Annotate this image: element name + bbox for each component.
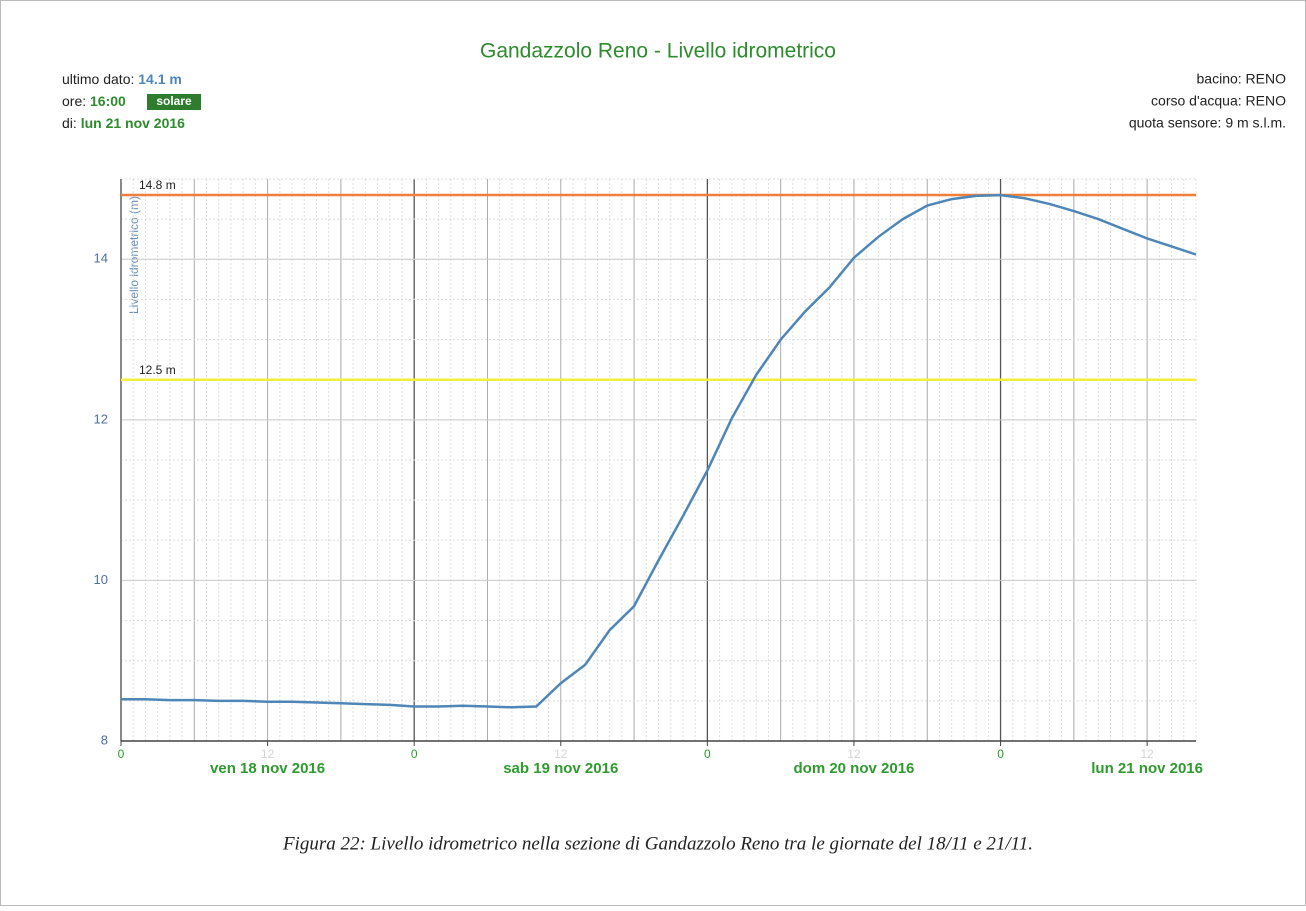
y-tick-label: 14 xyxy=(94,251,108,266)
threshold-label: 12.5 m xyxy=(139,363,176,377)
info-label: ore: xyxy=(62,93,90,109)
badge: solare xyxy=(156,94,192,108)
info-right: bacino: RENO xyxy=(1197,71,1287,87)
caption: Figura 22: Livello idrometrico nella sez… xyxy=(282,833,1033,854)
info-label: di: xyxy=(62,115,81,131)
x-tick-label: 12 xyxy=(261,747,275,761)
y-tick-label: 8 xyxy=(101,732,108,747)
info-right: quota sensore: 9 m s.l.m. xyxy=(1129,115,1286,131)
info-value: lun 21 nov 2016 xyxy=(81,115,185,131)
y-tick-label: 10 xyxy=(94,572,108,587)
info-right: corso d'acqua: RENO xyxy=(1151,93,1286,109)
x-tick-label: 0 xyxy=(411,747,418,761)
badge-bg xyxy=(147,94,201,110)
chart-title: Gandazzolo Reno - Livello idrometrico xyxy=(480,40,836,63)
x-tick-label: 0 xyxy=(997,747,1004,761)
info-value: 14.1 m xyxy=(138,71,182,87)
x-tick-label: 0 xyxy=(118,747,125,761)
info-text: ultimo dato: 14.1 m xyxy=(62,71,182,87)
y-axis-label: Livello idrometrico (m) xyxy=(127,196,141,314)
day-label: lun 21 nov 2016 xyxy=(1091,760,1203,777)
x-tick-label: 0 xyxy=(704,747,711,761)
threshold-label: 14.8 m xyxy=(139,178,176,192)
data-line xyxy=(121,193,1197,709)
x-tick-label: 12 xyxy=(1140,747,1154,761)
day-label: ven 18 nov 2016 xyxy=(210,760,325,777)
x-tick-label: 12 xyxy=(847,747,861,761)
x-tick-label: 12 xyxy=(554,747,568,761)
info-text: ore: 16:00 xyxy=(62,93,126,109)
info-text: di: lun 21 nov 2016 xyxy=(62,115,185,131)
day-label: sab 19 nov 2016 xyxy=(503,760,618,777)
day-label: dom 20 nov 2016 xyxy=(794,760,915,777)
y-tick-label: 12 xyxy=(94,411,108,426)
info-label: ultimo dato: xyxy=(62,71,138,87)
info-value: 16:00 xyxy=(90,93,126,109)
